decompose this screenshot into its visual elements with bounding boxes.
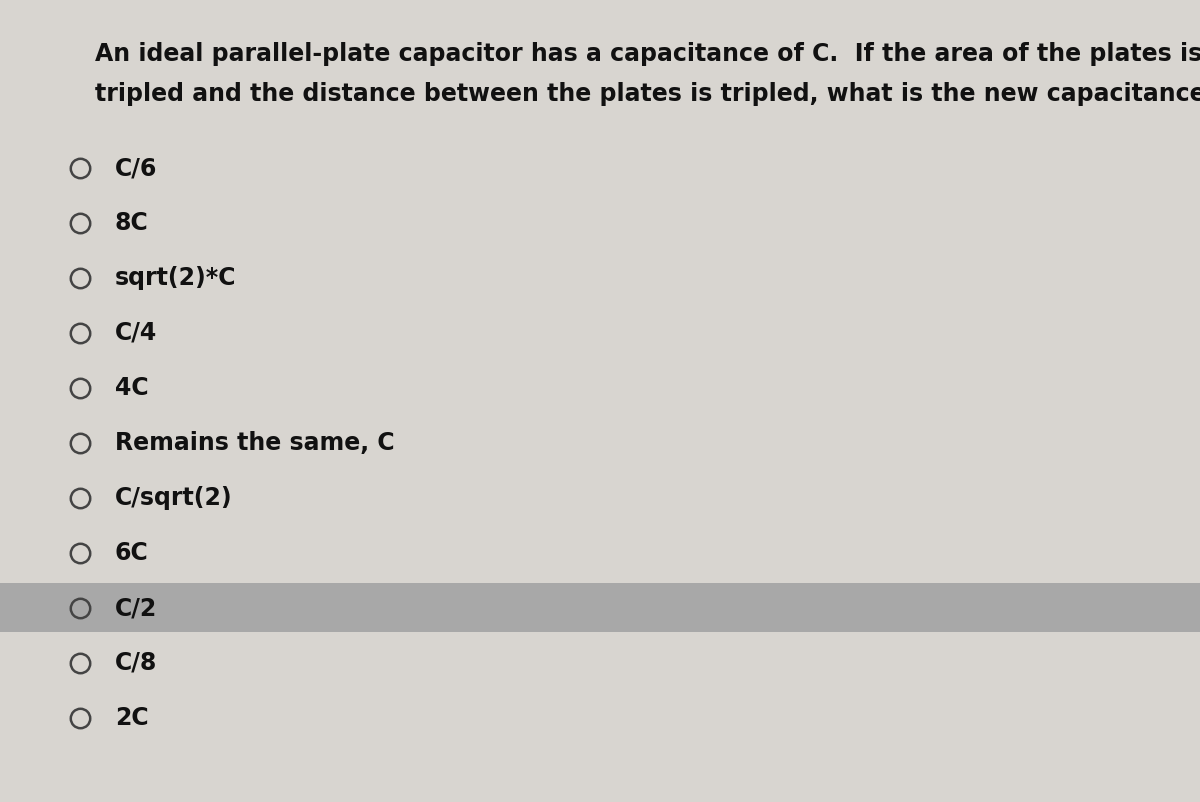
Bar: [0, 583, 1200, 632]
Text: 4C: 4C: [115, 376, 149, 400]
Text: C/4: C/4: [115, 321, 157, 345]
Text: C/6: C/6: [115, 156, 157, 180]
Text: sqrt(2)*C: sqrt(2)*C: [115, 266, 236, 290]
Text: Remains the same, C: Remains the same, C: [115, 431, 395, 455]
Text: tripled and the distance between the plates is tripled, what is the new capacita: tripled and the distance between the pla…: [95, 82, 1200, 106]
Text: C/8: C/8: [115, 651, 157, 675]
Text: 8C: 8C: [115, 211, 149, 235]
Text: C/2: C/2: [115, 596, 157, 620]
Text: C/sqrt(2): C/sqrt(2): [115, 486, 233, 510]
Text: 2C: 2C: [115, 706, 149, 730]
Text: An ideal parallel-plate capacitor has a capacitance of C.  If the area of the pl: An ideal parallel-plate capacitor has a …: [95, 42, 1200, 66]
Text: 6C: 6C: [115, 541, 149, 565]
